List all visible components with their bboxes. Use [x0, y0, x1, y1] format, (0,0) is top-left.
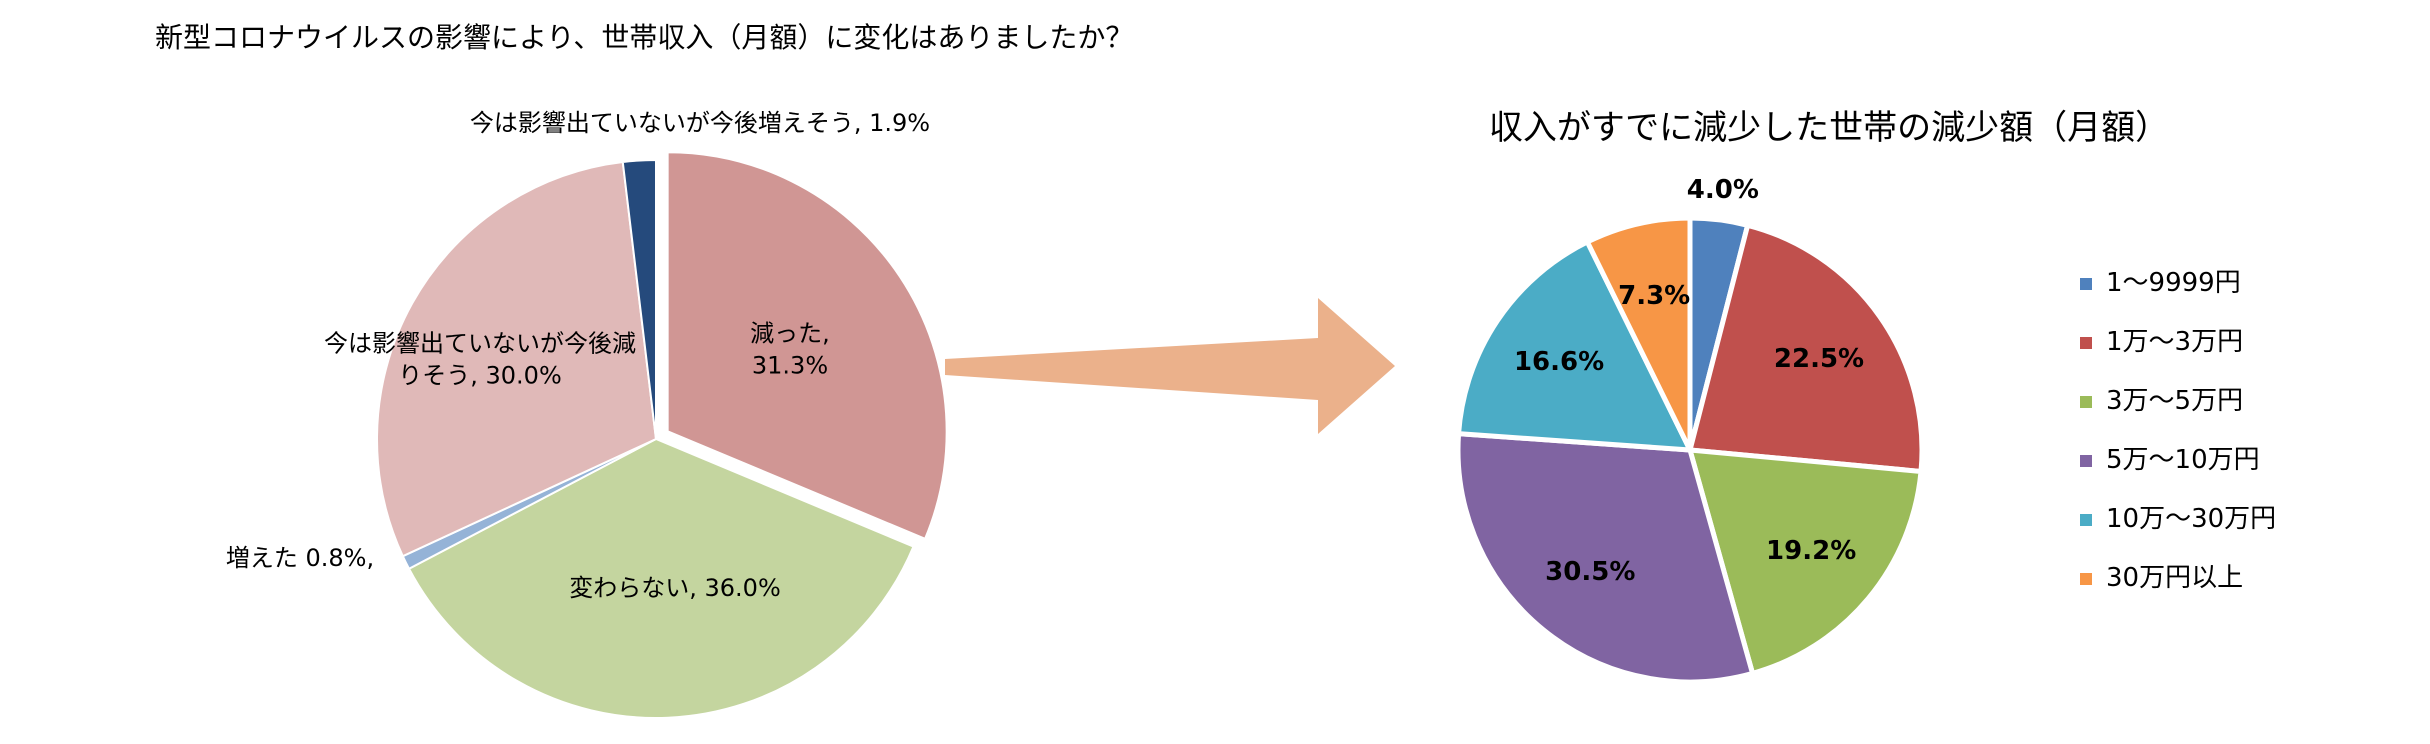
pie-slice: [1686, 222, 1925, 475]
value-label: 0.8%,: [305, 543, 375, 572]
legend-swatch: [2080, 336, 2092, 349]
legend-label: 3万〜5万円: [2106, 386, 2244, 416]
legend-label: 1〜9999円: [2106, 268, 2241, 298]
data-label: 今は影響出ていないが今後増えそう, 1.9%: [400, 107, 1000, 139]
value-label: 7.3%: [1618, 281, 1691, 312]
value-label: 30.5%: [1545, 557, 1636, 588]
chart-title: 収入がすでに減少した世帯の減少額（月額）: [1488, 108, 2170, 148]
legend-swatch: [2080, 572, 2092, 585]
legend-swatch: [2080, 513, 2092, 526]
category-label: 今は影響出ていないが今後減りそう,: [324, 329, 636, 390]
arrow: [945, 298, 1395, 434]
legend-entry: 1万〜3万円: [2080, 321, 2243, 358]
legend-swatch: [2080, 395, 2092, 408]
legend-label: 5万〜10万円: [2106, 445, 2260, 475]
category-label: 今は影響出ていないが今後増えそう,: [469, 108, 862, 137]
legend-swatch: [2080, 277, 2092, 290]
pie-slice: [621, 158, 657, 440]
pie-slice: [376, 160, 658, 558]
value-label: 31.3%: [751, 352, 829, 380]
value-label: 22.5%: [1773, 344, 1865, 375]
legend-swatch: [2080, 454, 2092, 467]
legend-label: 1万〜3万円: [2106, 327, 2244, 357]
legend-entry: 1〜9999円: [2080, 262, 2241, 299]
pie-slice: [666, 151, 948, 541]
value-label: 16.6%: [1513, 347, 1605, 378]
pie-slice: [1584, 215, 1693, 452]
legend-label: 10万〜30万円: [2106, 504, 2277, 534]
category-label: 増えた: [225, 543, 298, 572]
category-label: 変わらない,: [569, 573, 697, 602]
data-label: 増えた 0.8%,: [150, 542, 450, 574]
data-label: 変わらない, 36.0%: [475, 572, 875, 604]
legend-label: 30万円以上: [2106, 563, 2244, 593]
value-label: 1.9%: [869, 108, 931, 137]
value-label: 19.2%: [1766, 536, 1857, 567]
data-label: 減った, 31.3%: [730, 318, 850, 383]
pie-slice: [1455, 430, 1756, 685]
pie-slice: [407, 437, 915, 719]
data-label: 今は影響出ていないが今後減りそう, 30.0%: [315, 328, 645, 393]
legend-entry: 5万〜10万円: [2080, 439, 2260, 476]
pie-slice: [1455, 238, 1695, 453]
pie-slice: [1686, 447, 1924, 677]
legend-entry: 10万〜30万円: [2080, 498, 2276, 535]
legend-entry: 30万円以上: [2080, 557, 2243, 594]
value-label: 4.0%: [1686, 174, 1759, 205]
chart-title: 新型コロナウイルスの影響により、世帯収入（月額）に変化はありましたか？: [155, 21, 1134, 54]
legend-entry: 3万〜5万円: [2080, 380, 2243, 417]
value-label: 36.0%: [704, 573, 781, 602]
category-label: 減った,: [750, 319, 830, 348]
value-label: 30.0%: [485, 362, 562, 390]
